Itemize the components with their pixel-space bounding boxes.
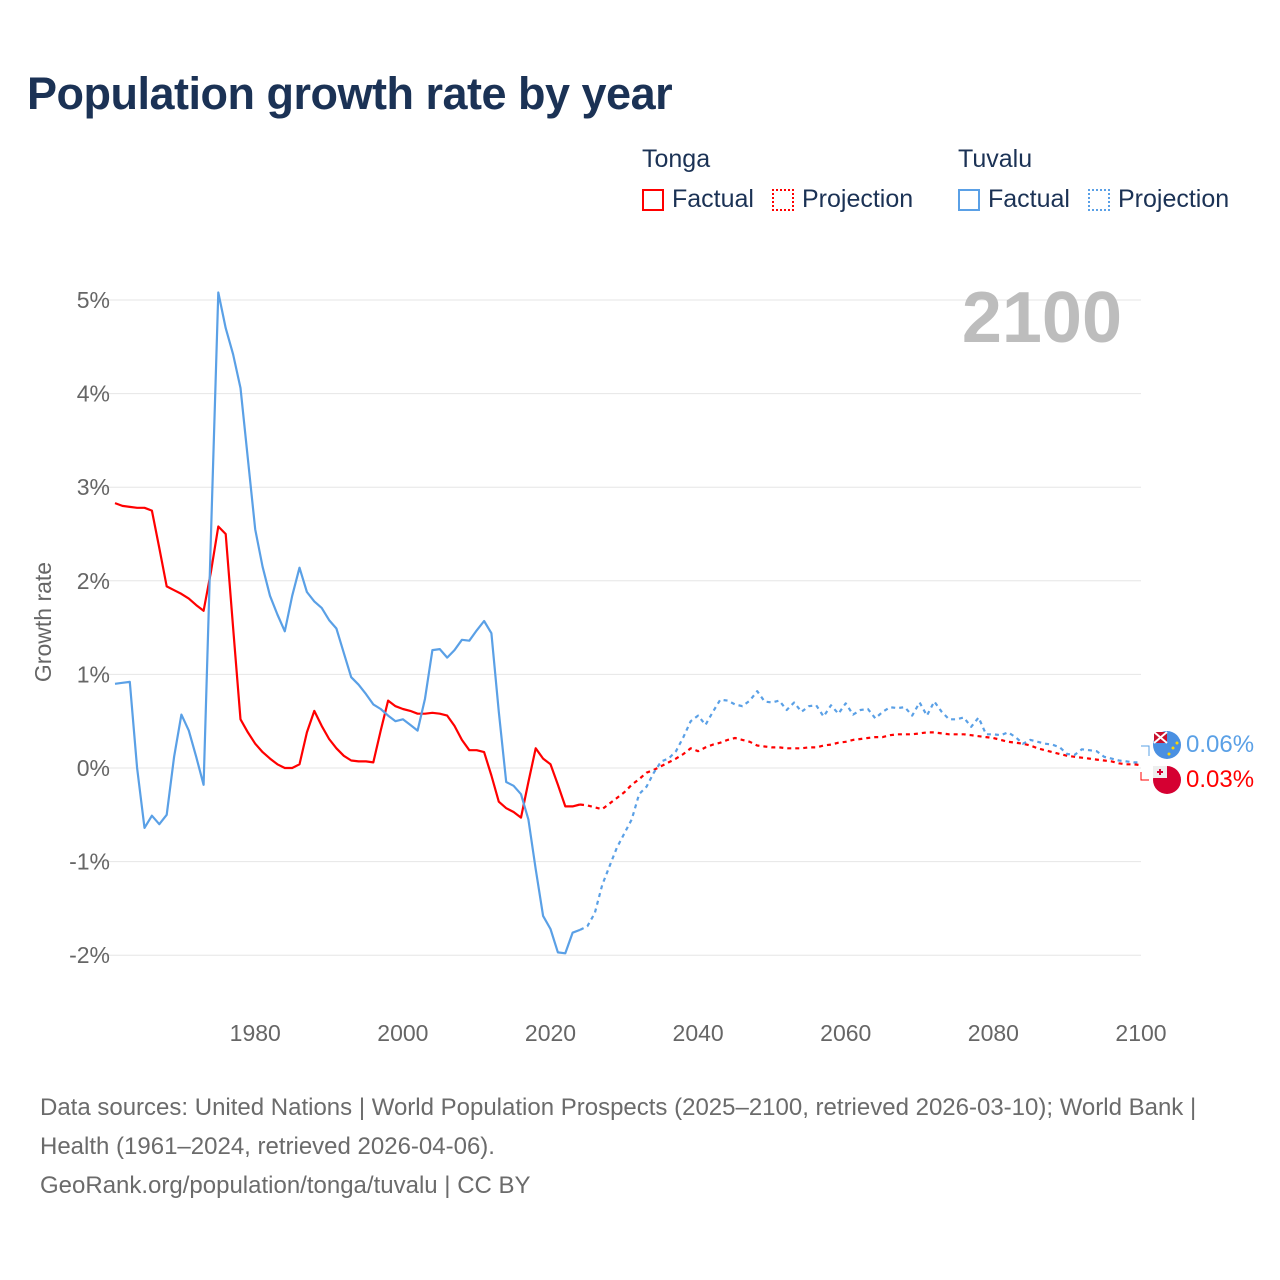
legend-title-tuvalu: Tuvalu [958, 145, 1033, 173]
x-tick-label: 2100 [1115, 1020, 1166, 1046]
x-tick-label: 2020 [525, 1020, 576, 1046]
y-tick-label: -1% [69, 849, 110, 875]
legend-group-tuvalu: Tuvalu Factual Projection [958, 145, 1247, 214]
x-tick-label: 1980 [230, 1020, 281, 1046]
tonga-flag-icon [1153, 766, 1181, 794]
legend-tonga-projection[interactable]: Projection [771, 185, 914, 214]
legend-tonga-factual[interactable]: Factual [642, 185, 754, 214]
legend-label: Factual [672, 185, 754, 213]
y-tick-label: 2% [77, 568, 110, 594]
tonga-projection-line [579, 731, 1142, 811]
dotted-swatch-icon [1087, 188, 1110, 211]
footer: Data sources: United Nations | World Pop… [40, 1088, 1240, 1205]
solid-swatch-icon [642, 188, 664, 211]
x-tick-label: 2060 [820, 1020, 871, 1046]
legend-group-tonga: Tonga Factual Projection [642, 145, 931, 214]
x-tick-label: 2080 [968, 1020, 1019, 1046]
y-tick-label: 1% [77, 661, 110, 687]
tonga-factual-line [114, 502, 581, 819]
tuvalu-end-label: 0.06% [1186, 731, 1254, 758]
legend-label: Projection [1117, 185, 1230, 213]
year-watermark: 2100 [962, 278, 1122, 358]
y-axis-title: Growth rate [30, 562, 56, 682]
y-tick-label: 4% [77, 381, 110, 407]
tonga-end-label: 0.03% [1186, 766, 1254, 793]
solid-swatch-icon [958, 188, 980, 211]
y-tick-label: 3% [77, 474, 110, 500]
data-sources: Data sources: United Nations | World Pop… [40, 1094, 1197, 1160]
y-tick-label: 5% [77, 287, 110, 313]
legend-tuvalu-factual[interactable]: Factual [958, 185, 1070, 214]
tuvalu-projection-line [579, 690, 1141, 931]
tuvalu-factual-line [114, 291, 581, 955]
tuvalu-flag-icon [1153, 731, 1181, 759]
legend-label: Projection [801, 185, 914, 213]
legend-tuvalu-projection[interactable]: Projection [1087, 185, 1230, 214]
chart-title: Population growth rate by year [27, 68, 673, 119]
x-tick-label: 2000 [377, 1020, 428, 1046]
tonga-connector [1140, 772, 1149, 781]
legend-label: Factual [988, 185, 1070, 213]
dotted-swatch-icon [771, 188, 794, 211]
y-tick-label: -2% [69, 942, 110, 968]
tuvalu-connector [1140, 745, 1150, 781]
legend-title-tonga: Tonga [642, 145, 711, 173]
credit-link[interactable]: GeoRank.org/population/tonga/tuvalu | CC… [40, 1172, 531, 1199]
y-tick-label: 0% [77, 755, 110, 781]
x-tick-label: 2040 [673, 1020, 724, 1046]
